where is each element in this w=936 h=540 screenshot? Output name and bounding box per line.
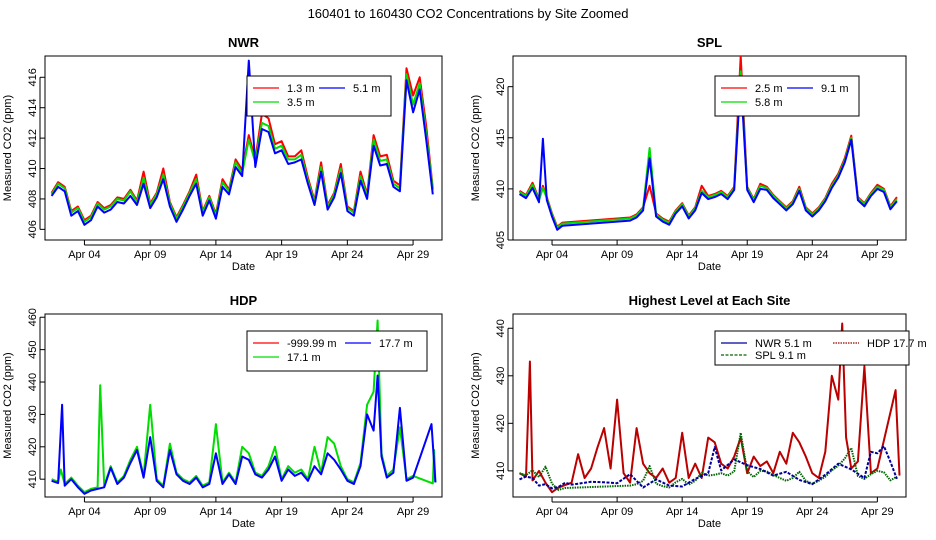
series-line-17.7-m [51,374,437,495]
plot-frame [44,313,443,498]
panel-title: Highest Level at Each Site [629,293,791,308]
figure-title: 160401 to 160430 CO2 Concentrations by S… [308,6,629,21]
legend-box [714,330,910,366]
panel-spl: SPL Apr 04 Apr 09 Apr 14 Apr 19 Apr 24 Apr 29 4… [470,35,907,273]
y-tick-label: 450 [27,340,39,358]
x-tick-label: Apr 09 [134,249,166,261]
y-axis-label: Measured CO2 (ppm) [2,352,14,458]
x-axis-label: Date [698,261,721,273]
y-tick-label: 405 [495,231,507,249]
y-tick-label: 420 [495,414,507,432]
y-tick-label: 430 [495,367,507,385]
y-tick-label: 410 [27,159,39,177]
y-axis-label: Measured CO2 (ppm) [470,352,482,458]
y-tick-label: 420 [27,438,39,456]
x-tick-label: Apr 24 [331,249,363,261]
y-tick-label: 416 [27,68,39,86]
legend-box [714,75,860,117]
x-tick-label: Apr 04 [68,249,100,261]
y-tick-label: 410 [495,180,507,198]
legend-label: 2.5 m [755,83,783,95]
x-tick-label: Apr 19 [731,506,763,518]
x-tick-label: Apr 19 [731,249,763,261]
x-tick-label: Apr 14 [200,506,232,518]
legend-label: 5.8 m [755,97,783,109]
panels: NWR Apr 04 Apr 09 Apr 14 Apr 19 Apr 24 Apr 29 4… [2,35,927,530]
legend-label: 17.1 m [287,352,321,364]
x-tick-label: Apr 04 [536,506,568,518]
legend: NWR 5.1 m HDP 17.7 m SPL 9.1 m [714,330,927,366]
y-tick-label: 408 [27,190,39,208]
series-line-9.1-m [518,75,898,231]
legend-label: 17.7 m [379,338,413,350]
x-axis-label: Date [232,518,255,530]
plot-frame [44,55,443,241]
panel-title: NWR [228,35,260,50]
legend-label: HDP 17.7 m [867,338,927,350]
x-tick-label: Apr 19 [265,506,297,518]
series-line-SPL-9.1-m [519,431,898,491]
panel-title: HDP [230,293,258,308]
y-tick-label: 412 [27,129,39,147]
y-tick-label: 440 [27,373,39,391]
y-tick-label: 410 [27,470,39,488]
legend-label: SPL 9.1 m [755,350,806,362]
y-axis-label: Measured CO2 (ppm) [2,95,14,201]
x-tick-label: Apr 29 [397,506,429,518]
plot-frame [512,313,907,498]
x-tick-label: Apr 04 [68,506,100,518]
panel-title: SPL [697,35,722,50]
x-tick-label: Apr 24 [796,506,828,518]
y-tick-label: 460 [27,308,39,326]
series-line-5.1-m [50,59,434,226]
x-tick-label: Apr 24 [331,506,363,518]
x-tick-label: Apr 09 [601,249,633,261]
legend: 2.5 m 9.1 m 5.8 m [714,75,860,117]
x-tick-label: Apr 14 [666,249,698,261]
legend-label: -999.99 m [287,338,337,350]
x-tick-label: Apr 24 [796,249,828,261]
panel-nwr: NWR Apr 04 Apr 09 Apr 14 Apr 19 Apr 24 Apr 29 4… [2,35,443,273]
x-tick-label: Apr 19 [265,249,297,261]
legend-box [246,75,392,117]
y-tick-label: 440 [495,319,507,337]
y-axis-label: Measured CO2 (ppm) [470,95,482,201]
series-line-NWR-5.1-m [519,445,898,490]
y-tick-label: 410 [495,462,507,480]
legend: -999.99 m 17.7 m 17.1 m [246,330,428,372]
panel-hdp: HDP Apr 04 Apr 09 Apr 14 Apr 19 Apr 24 Apr 29 4… [2,293,443,530]
x-tick-label: Apr 29 [397,249,429,261]
x-tick-label: Apr 14 [200,249,232,261]
y-tick-label: 420 [495,77,507,95]
x-tick-label: Apr 09 [134,506,166,518]
y-tick-label: 414 [27,99,39,117]
x-tick-label: Apr 29 [861,506,893,518]
x-tick-label: Apr 14 [666,506,698,518]
series-line-HDP-17.7-m [519,322,901,494]
y-tick-label: 430 [27,405,39,423]
plot-frame [512,55,907,241]
legend-box [246,330,428,372]
x-axis-label: Date [232,261,255,273]
panel-highest-level-at-each-site: Highest Level at Each Site Apr 04 Apr 09 Ap… [470,293,927,530]
legend-label: 5.1 m [353,83,381,95]
legend-label: 9.1 m [821,83,849,95]
legend-label: 3.5 m [287,97,315,109]
legend-label: NWR 5.1 m [755,338,812,350]
x-tick-label: Apr 29 [861,249,893,261]
y-tick-label: 415 [495,129,507,147]
x-axis-label: Date [698,518,721,530]
legend: 1.3 m 5.1 m 3.5 m [246,75,392,117]
x-tick-label: Apr 09 [601,506,633,518]
y-tick-label: 406 [27,220,39,238]
x-tick-label: Apr 04 [536,249,568,261]
legend-label: 1.3 m [287,83,315,95]
